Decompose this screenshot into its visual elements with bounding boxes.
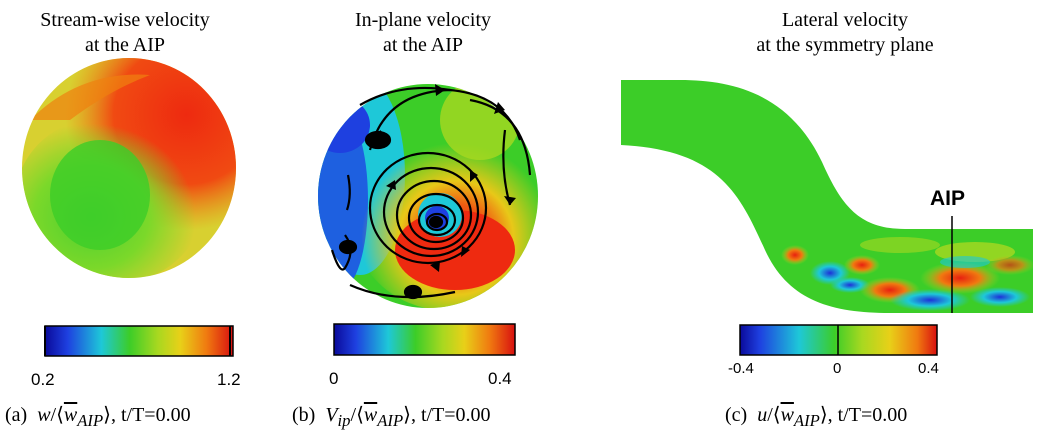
panel-b-title-line2: at the AIP bbox=[383, 34, 463, 56]
panel-b-caption-sub: AIP bbox=[377, 411, 404, 430]
panel-b-title: In-plane velocity at the AIP bbox=[318, 8, 528, 58]
panel-b-caption-sep: /⟨ bbox=[350, 404, 364, 426]
panel-b-caption-mean: w bbox=[363, 404, 378, 426]
panel-c-title-line1: Lateral velocity bbox=[781, 9, 909, 31]
panel-a-caption-time: , t/T=0.00 bbox=[110, 404, 191, 426]
panel-a-caption-mean: w bbox=[63, 404, 78, 426]
panel-c-caption-close: ⟩ bbox=[819, 404, 828, 426]
panel-b-caption: (b) Vip/⟨wAIP⟩, t/T=0.00 bbox=[292, 402, 491, 434]
panel-a-caption-close: ⟩ bbox=[103, 404, 111, 426]
panel-a-title-line1: Stream-wise velocity bbox=[40, 9, 210, 31]
panel-c-caption-prefix: (c) bbox=[725, 404, 748, 426]
panel-b-colorbar-min: 0 bbox=[329, 369, 339, 388]
panel-b-caption-close: ⟩ bbox=[403, 404, 411, 426]
aip-label: AIP bbox=[930, 187, 966, 210]
panel-b-title-line1: In-plane velocity bbox=[354, 9, 492, 31]
panel-b-caption-time: , t/T=0.00 bbox=[410, 404, 491, 426]
panel-c-title: Lateral velocity at the symmetry plane bbox=[730, 8, 960, 58]
panel-a-caption-sep: /⟨ bbox=[50, 404, 64, 426]
panel-a-caption-prefix: (a) bbox=[5, 404, 28, 426]
panel-a-caption-var: w bbox=[37, 404, 51, 426]
panel-c-colorbar-min: -0.4 bbox=[728, 360, 754, 377]
panel-c-caption-var: u bbox=[757, 404, 768, 426]
panel-a-caption: (a) w/⟨wAIP⟩, t/T=0.00 bbox=[5, 402, 191, 434]
panel-c-caption-time: , t/T=0.00 bbox=[827, 404, 908, 426]
panel-c-caption-sep: /⟨ bbox=[767, 404, 781, 426]
panel-a-title-line2: at the AIP bbox=[85, 34, 165, 56]
panel-a-colorbar-max: 1.2 bbox=[217, 370, 241, 389]
panel-b-caption-prefix: (b) bbox=[292, 404, 316, 426]
panel-a-colorbar-min: 0.2 bbox=[31, 370, 55, 389]
panel-c-title-line2: at the symmetry plane bbox=[756, 34, 934, 56]
panel-a-caption-sub: AIP bbox=[77, 411, 104, 430]
panel-a-title: Stream-wise velocity at the AIP bbox=[20, 8, 230, 58]
panel-c-colorbar-max: 0.4 bbox=[918, 360, 939, 377]
panel-c-caption-mean: w bbox=[780, 404, 794, 426]
panel-c-caption-sub: AIP bbox=[793, 411, 820, 430]
panel-b-caption-var: V bbox=[325, 404, 338, 426]
panel-b-colorbar-max: 0.4 bbox=[488, 369, 512, 388]
panel-c-colorbar-mid: 0 bbox=[833, 360, 842, 377]
panel-b-caption-var-sub: ip bbox=[337, 411, 351, 430]
panel-c-caption: (c) u/⟨wAIP⟩, t/T=0.00 bbox=[725, 402, 907, 434]
